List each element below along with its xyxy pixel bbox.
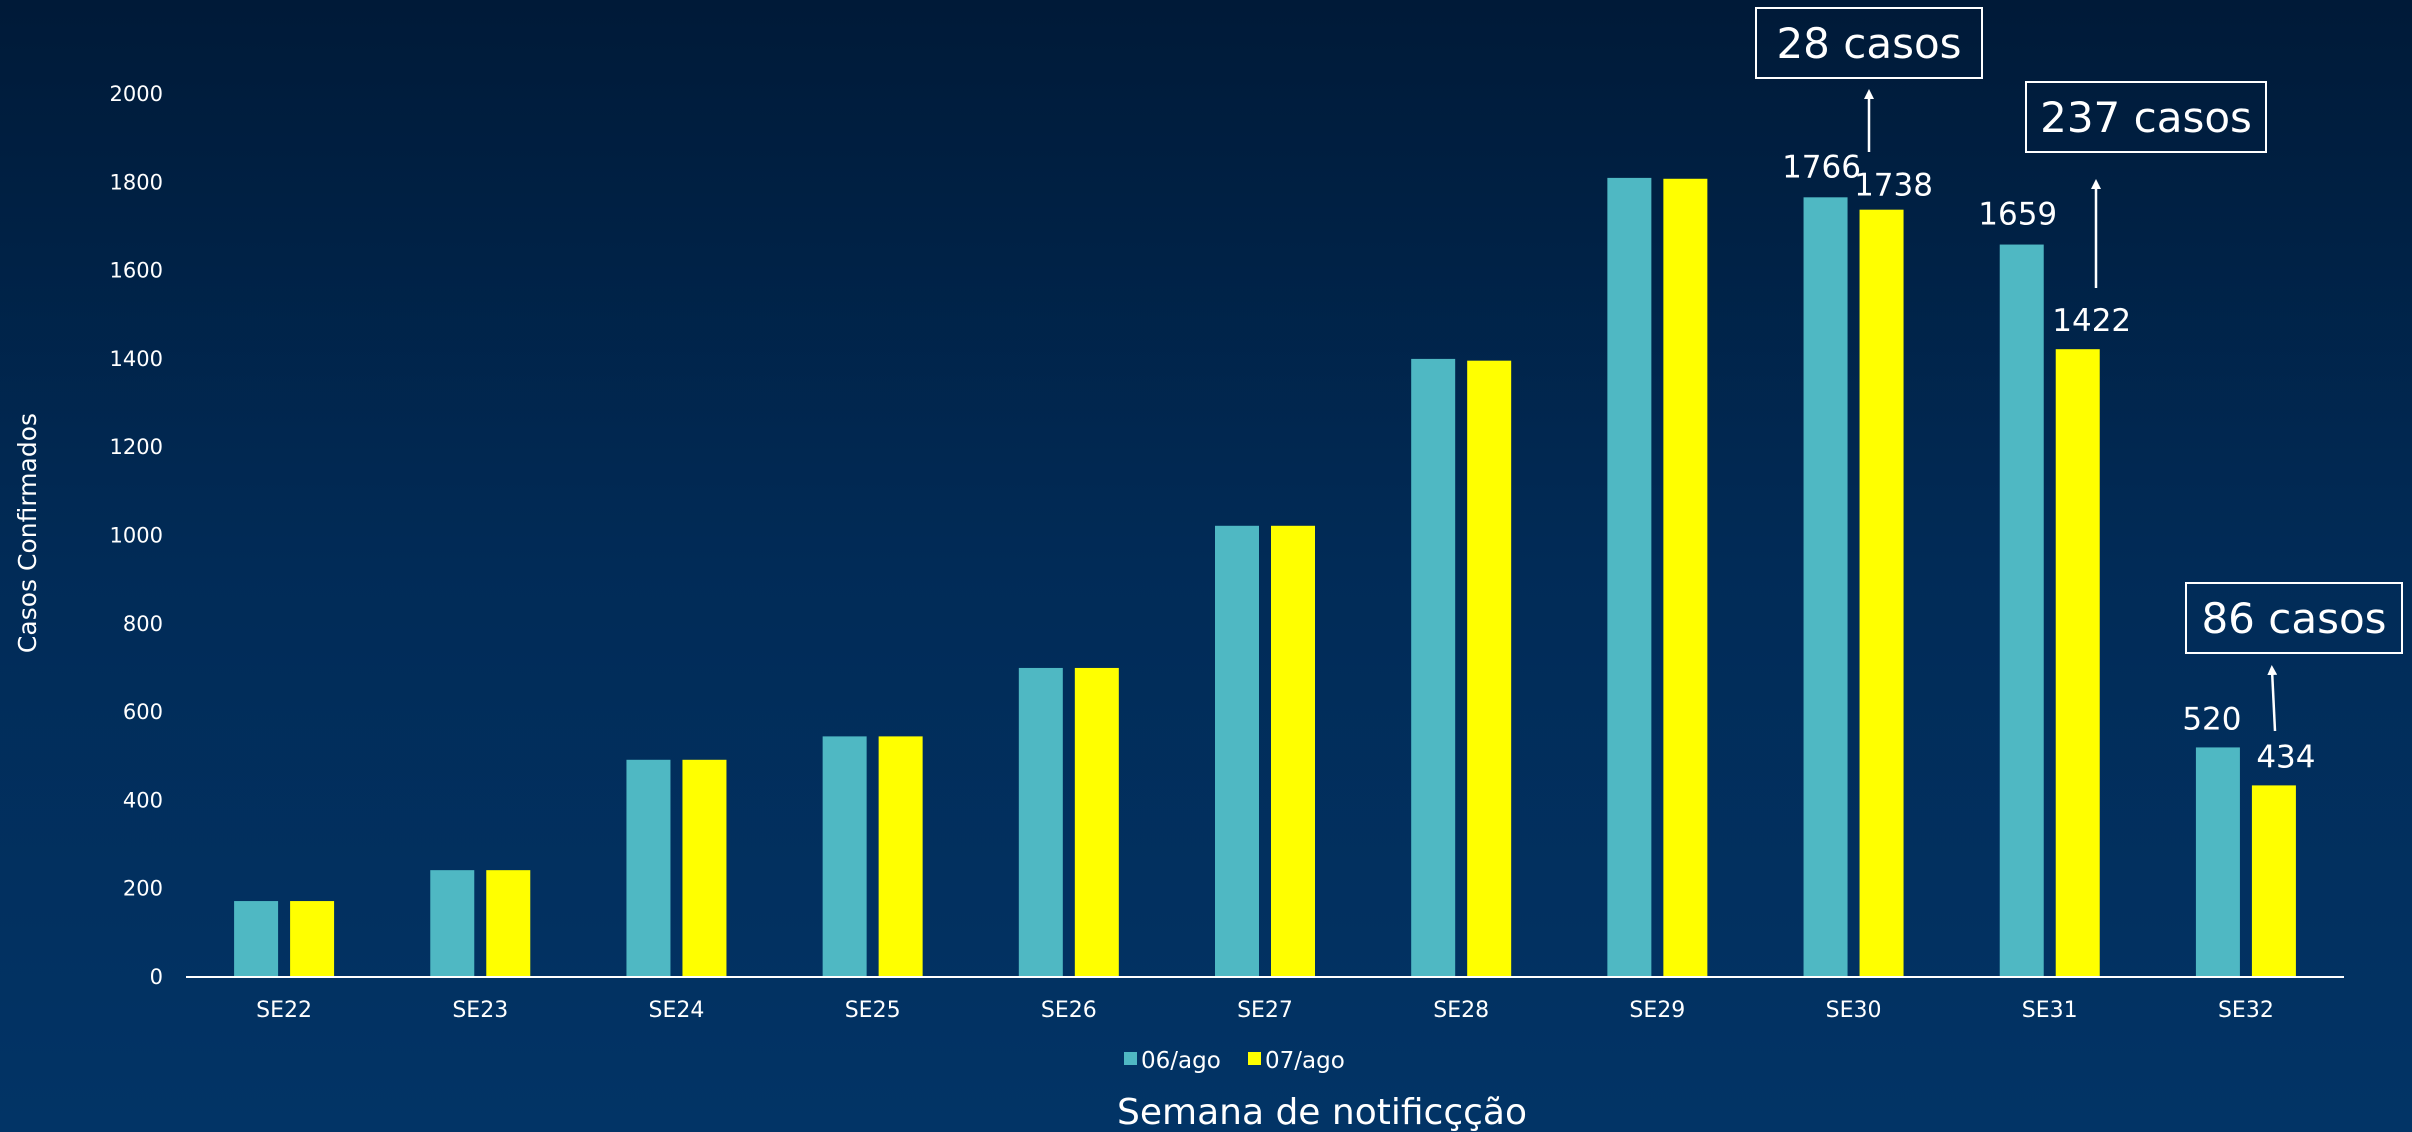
y-tick-label: 1400 [110, 347, 163, 371]
bar-se31-series-2 [2055, 349, 2100, 977]
annotation-text: 28 casos [1776, 19, 1961, 68]
y-tick-label: 200 [123, 877, 163, 901]
annotations: 28 casos 237 casos 86 casos [1755, 7, 2403, 732]
bar-se22-series-2 [290, 901, 335, 977]
bar-se32-series-1 [2195, 747, 2240, 977]
x-tick-label: SE27 [1237, 998, 1293, 1023]
x-tick-label: SE28 [1433, 998, 1489, 1023]
annotation-box [2185, 582, 2403, 654]
data-label: 1738 [1854, 168, 1933, 204]
bar-se26-series-2 [1074, 667, 1119, 977]
y-tick-label: 600 [123, 700, 163, 724]
bar-se24-series-2 [682, 759, 727, 977]
y-tick-label: 1200 [110, 435, 163, 459]
y-axis-title: Casos Confirmados [13, 413, 42, 653]
bar-se23-series-2 [486, 870, 531, 977]
y-tick-label: 400 [123, 788, 163, 812]
bar-se32-series-2 [2251, 785, 2296, 977]
annotation-box [1755, 7, 1983, 79]
x-tick-label: SE22 [256, 998, 312, 1023]
x-tick-label: SE24 [649, 998, 705, 1023]
bar-se26-series-1 [1018, 667, 1063, 977]
x-tick-label: SE29 [1629, 998, 1685, 1023]
legend: 06/ago 07/ago [1124, 1048, 1345, 1074]
annotation-text: 86 casos [2201, 594, 2386, 643]
y-tick-label: 2000 [110, 82, 163, 106]
bar-se25-series-1 [822, 736, 867, 977]
data-label: 434 [2256, 739, 2315, 775]
y-tick-label: 1600 [110, 259, 163, 283]
data-label: 1659 [1978, 197, 2057, 233]
legend-label: 07/ago [1265, 1048, 1345, 1074]
x-tick-label: SE23 [452, 998, 508, 1023]
legend-swatch [1248, 1052, 1261, 1065]
bar-se30-series-1 [1803, 197, 1848, 977]
data-label: 1422 [2052, 303, 2131, 339]
bar-se25-series-2 [878, 736, 923, 977]
legend-label: 06/ago [1141, 1048, 1221, 1074]
x-axis-title: Semana de notificçção [1117, 1092, 1527, 1132]
bar-se28-series-2 [1467, 360, 1512, 977]
y-tick-label: 0 [150, 965, 163, 989]
annotation-se30: 28 casos [1755, 7, 1983, 152]
bar-se31-series-1 [1999, 244, 2044, 977]
bar-se24-series-1 [626, 759, 671, 977]
x-tick-label: SE32 [2218, 998, 2274, 1023]
bar-se28-series-1 [1411, 358, 1456, 977]
y-axis-ticks: 0 200 400 600 800 1000 1200 1400 1600 1800 2000 [110, 82, 163, 989]
annotation-se31: 237 casos [2025, 81, 2267, 288]
bar-se23-series-1 [430, 870, 475, 977]
bar-se29-series-2 [1663, 178, 1708, 977]
legend-swatch [1124, 1052, 1137, 1065]
bar-se27-series-2 [1271, 525, 1315, 977]
data-label: 1766 [1782, 149, 1861, 185]
annotation-arrow [2267, 665, 2278, 732]
bar-se29-series-1 [1607, 177, 1652, 977]
bar-se30-series-2 [1859, 209, 1904, 978]
x-tick-label: SE25 [845, 998, 901, 1023]
y-tick-label: 1800 [110, 170, 163, 194]
annotation-text: 237 casos [2040, 93, 2252, 142]
y-tick-label: 800 [123, 612, 163, 636]
bar-se27-series-1 [1215, 525, 1259, 977]
x-tick-label: SE26 [1041, 998, 1097, 1023]
annotation-se32: 86 casos [2185, 582, 2403, 732]
x-tick-label: SE31 [2022, 998, 2078, 1023]
annotation-box [2025, 81, 2267, 153]
x-tick-label: SE30 [1826, 998, 1882, 1023]
bars [234, 177, 2296, 978]
data-label: 520 [2182, 701, 2241, 737]
bar-se22-series-1 [234, 901, 279, 977]
x-axis-tick-labels: SE22 SE23 SE24 SE25 SE26 SE27 SE28 SE29 SE30 SE31… [256, 998, 2274, 1023]
y-tick-label: 1000 [110, 524, 163, 548]
